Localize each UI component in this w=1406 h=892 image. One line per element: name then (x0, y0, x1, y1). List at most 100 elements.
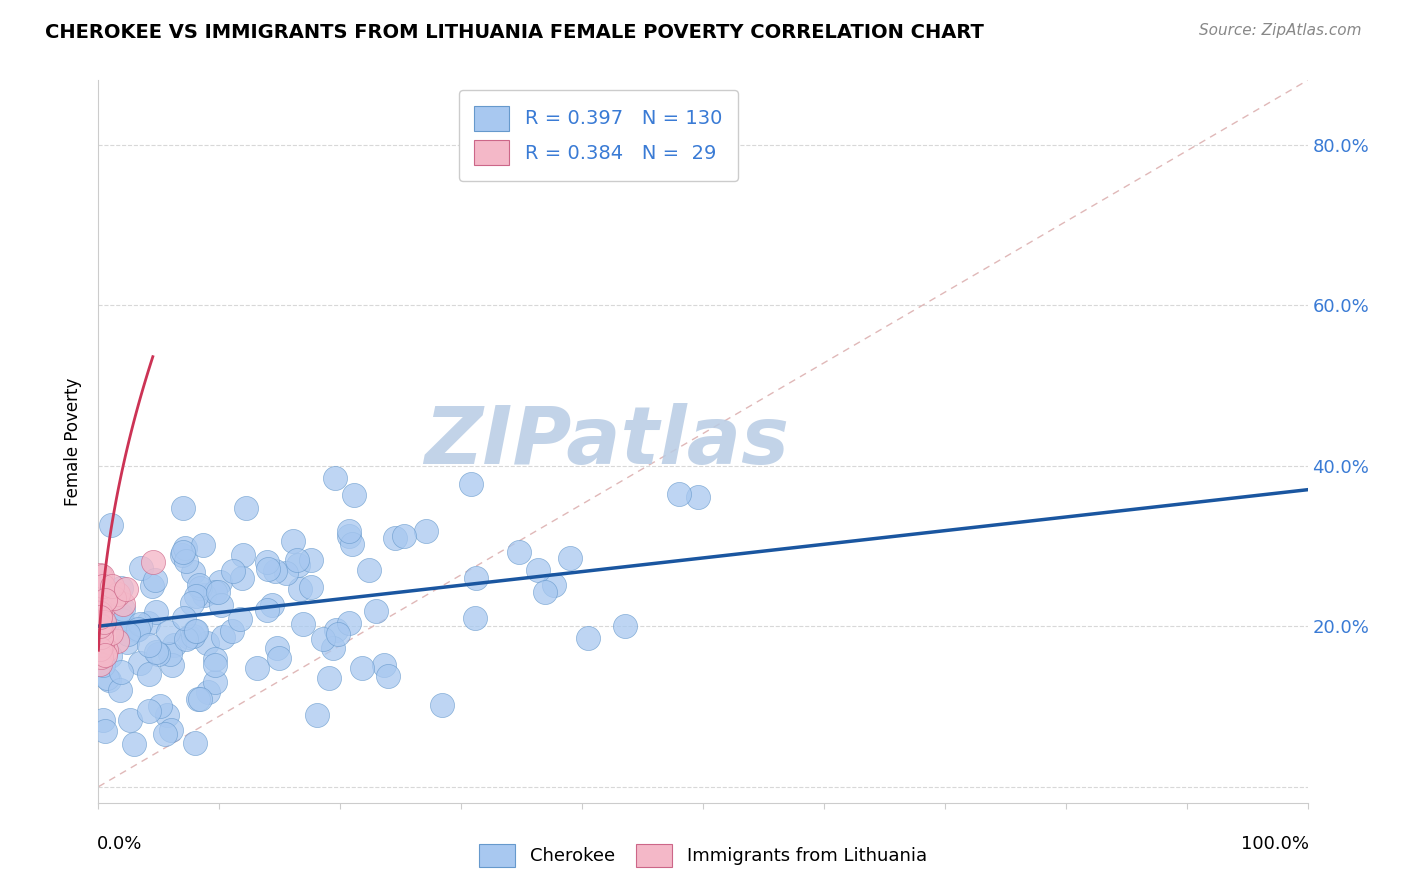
Point (195, 636, 218, 650)
Point (160, 657, 183, 672)
Point (322, 641, 344, 656)
Point (93, 616, 115, 631)
Point (373, 657, 395, 672)
Point (256, 555, 278, 569)
Point (146, 648, 169, 662)
Point (89, 618, 111, 632)
Point (364, 604, 387, 618)
Text: 100.0%: 100.0% (1240, 835, 1309, 854)
Point (173, 611, 195, 625)
Point (160, 723, 183, 737)
Point (89, 618, 111, 632)
Point (256, 603, 278, 617)
Point (91, 713, 114, 727)
Point (558, 551, 581, 566)
Legend: R = 0.397   N = 130, R = 0.384   N =  29: R = 0.397 N = 130, R = 0.384 N = 29 (458, 90, 738, 181)
Point (118, 713, 141, 727)
Point (141, 579, 163, 593)
Point (101, 579, 124, 593)
Point (98, 673, 121, 687)
Point (96, 672, 118, 686)
Point (190, 582, 212, 596)
Point (145, 605, 167, 619)
Point (129, 561, 152, 575)
Point (384, 531, 406, 545)
Point (105, 633, 128, 648)
Point (337, 615, 360, 630)
Legend: Cherokee, Immigrants from Lithuania: Cherokee, Immigrants from Lithuania (472, 837, 934, 874)
Point (508, 545, 530, 559)
Point (115, 582, 138, 597)
Point (156, 625, 179, 640)
Y-axis label: Female Poverty: Female Poverty (65, 377, 83, 506)
Point (460, 476, 482, 491)
Point (392, 529, 415, 543)
Point (173, 541, 195, 555)
Point (325, 623, 347, 637)
Point (172, 545, 194, 559)
Point (111, 597, 134, 611)
Point (221, 624, 243, 639)
Point (464, 611, 486, 625)
Point (197, 685, 219, 699)
Point (543, 578, 565, 592)
Point (267, 651, 290, 665)
Point (228, 612, 250, 626)
Point (266, 641, 288, 656)
Point (110, 607, 132, 622)
Point (93, 615, 115, 629)
Point (184, 735, 207, 749)
Point (576, 631, 599, 645)
Point (299, 553, 322, 567)
Point (181, 565, 204, 579)
Point (209, 599, 232, 613)
Point (184, 624, 207, 638)
Point (89, 606, 111, 620)
Point (326, 626, 349, 640)
Point (256, 562, 278, 576)
Point (204, 658, 226, 673)
Point (174, 632, 197, 646)
Point (90, 622, 112, 636)
Point (143, 573, 166, 587)
Point (115, 635, 138, 649)
Point (350, 661, 373, 675)
Point (89, 568, 111, 582)
Point (305, 708, 328, 723)
Point (187, 692, 209, 706)
Point (232, 549, 254, 563)
Point (287, 558, 309, 572)
Point (212, 631, 235, 645)
Text: 0.0%: 0.0% (97, 835, 142, 854)
Point (235, 501, 257, 516)
Text: Source: ZipAtlas.com: Source: ZipAtlas.com (1198, 23, 1361, 38)
Point (89, 642, 111, 657)
Point (340, 537, 363, 551)
Point (156, 707, 179, 722)
Point (112, 602, 135, 616)
Point (91, 600, 114, 615)
Point (668, 487, 690, 501)
Point (110, 665, 132, 680)
Text: CHEROKEE VS IMMIGRANTS FROM LITHUANIA FEMALE POVERTY CORRELATION CHART: CHEROKEE VS IMMIGRANTS FROM LITHUANIA FE… (45, 23, 984, 42)
Point (100, 518, 122, 533)
Point (318, 671, 340, 685)
Point (142, 555, 165, 569)
Point (94, 648, 117, 662)
Point (89, 607, 111, 622)
Point (103, 592, 125, 607)
Point (323, 471, 346, 485)
Point (430, 698, 453, 713)
Point (274, 566, 297, 581)
Point (465, 571, 488, 585)
Point (222, 564, 245, 578)
Point (172, 548, 194, 562)
Point (91, 600, 114, 615)
Point (204, 651, 226, 665)
Point (188, 692, 211, 706)
Point (191, 538, 214, 552)
Point (290, 582, 312, 596)
Point (127, 622, 149, 636)
Text: ZIPatlas: ZIPatlas (423, 402, 789, 481)
Point (299, 580, 322, 594)
